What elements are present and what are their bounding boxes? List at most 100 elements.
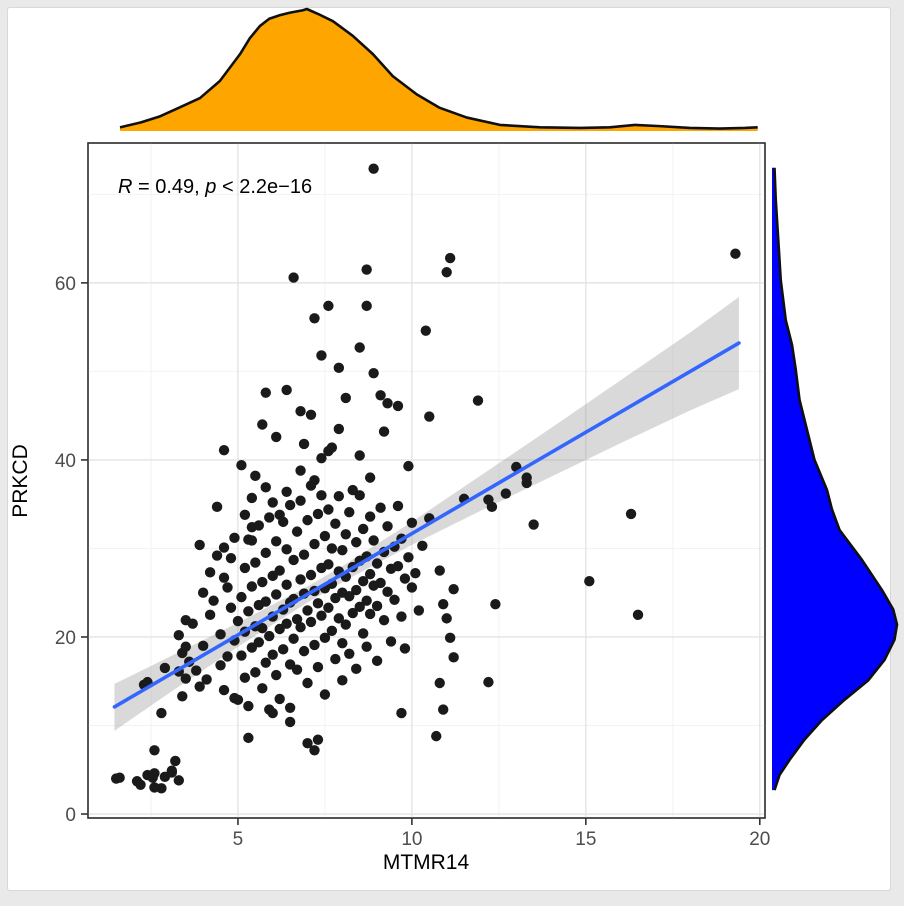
data-point [260, 657, 271, 668]
data-point [243, 606, 254, 617]
data-point [340, 392, 351, 404]
data-point [361, 264, 372, 275]
data-point [410, 568, 421, 579]
top-marginal-density [119, 7, 758, 131]
data-point [354, 450, 365, 461]
x-axis-title: MTMR14 [383, 851, 470, 874]
data-point [326, 543, 338, 554]
data-point [173, 775, 185, 786]
data-point [344, 591, 355, 602]
data-point [444, 632, 456, 644]
data-point [483, 676, 494, 688]
data-point [218, 542, 230, 553]
data-point [236, 650, 247, 661]
data-point [166, 765, 178, 776]
data-point [267, 497, 278, 508]
data-point [246, 492, 258, 504]
data-point [211, 550, 223, 561]
data-point [271, 536, 282, 547]
data-point [271, 431, 282, 443]
data-point [448, 652, 459, 663]
data-point [382, 586, 393, 598]
data-point [211, 501, 223, 513]
data-point [309, 475, 320, 486]
data-point [250, 557, 261, 568]
data-point [180, 673, 191, 684]
data-point [396, 707, 407, 719]
data-point [204, 567, 216, 578]
data-point [472, 395, 484, 406]
regression-line-segment [112, 341, 741, 709]
data-point [500, 488, 512, 499]
right-marginal-density [772, 167, 899, 791]
data-point [437, 599, 449, 610]
data-point [135, 779, 146, 791]
data-point [295, 406, 306, 417]
data-point [344, 648, 355, 659]
data-point [149, 768, 160, 779]
data-point [357, 523, 369, 535]
data-point [351, 537, 362, 548]
data-point [357, 575, 369, 587]
data-point [288, 633, 299, 644]
data-point [236, 591, 247, 603]
data-point [305, 616, 317, 628]
data-point [309, 745, 320, 756]
axes: 5 10 15 20 0 20 40 60 [55, 274, 770, 850]
data-point [204, 609, 216, 621]
data-point [434, 677, 445, 689]
y-tick-label: 0 [65, 805, 76, 826]
data-point [361, 595, 372, 606]
data-point [309, 313, 320, 324]
data-point [302, 677, 313, 689]
data-point [177, 647, 188, 659]
data-point [281, 579, 292, 590]
data-point [382, 521, 393, 532]
data-point [490, 599, 501, 610]
data-point [385, 636, 397, 647]
data-point [309, 639, 320, 651]
data-point [340, 619, 351, 630]
data-point [291, 614, 303, 625]
x-tick-label: 15 [575, 829, 596, 850]
data-point [441, 613, 452, 624]
data-point [274, 693, 285, 705]
data-point [156, 707, 167, 719]
data-point [319, 530, 331, 542]
data-point [312, 661, 324, 673]
data-point [271, 669, 282, 681]
scatter-points [110, 163, 741, 794]
data-point [281, 384, 292, 396]
data-point [364, 511, 376, 522]
data-point [159, 662, 171, 674]
data-point [375, 577, 386, 589]
data-point [284, 499, 296, 511]
data-point [222, 582, 233, 593]
data-point [225, 602, 237, 613]
data-point [347, 607, 358, 619]
data-point [260, 482, 271, 493]
data-point [632, 609, 644, 621]
data-point [232, 694, 244, 706]
data-point [218, 684, 230, 696]
data-point [295, 465, 306, 476]
x-tick-label: 5 [233, 829, 244, 850]
right-density-area [772, 167, 897, 791]
data-point [208, 595, 219, 606]
data-point [448, 583, 459, 595]
data-point [218, 444, 230, 456]
data-point [406, 582, 418, 593]
data-point [260, 596, 271, 607]
data-point [354, 601, 365, 613]
data-point [264, 630, 275, 642]
data-point [354, 490, 365, 501]
data-point [271, 589, 282, 600]
data-point [312, 508, 324, 520]
plot-panel [87, 142, 766, 819]
data-point [215, 629, 226, 640]
data-point [277, 644, 289, 655]
data-point [625, 508, 637, 520]
data-point [156, 783, 167, 794]
data-point [730, 248, 741, 259]
data-point [323, 300, 334, 312]
